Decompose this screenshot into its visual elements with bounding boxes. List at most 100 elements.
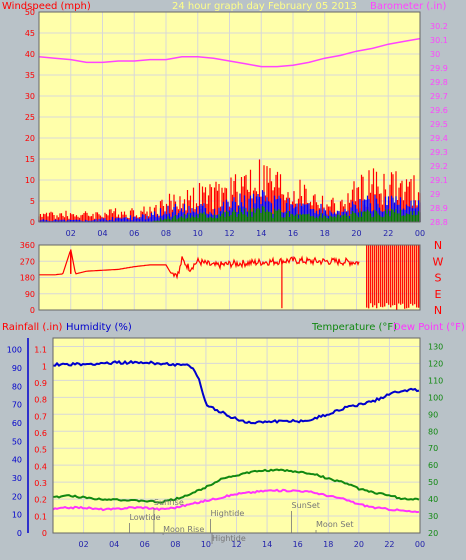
temp-ytick-label: 40 xyxy=(428,495,438,504)
wind-series xyxy=(38,37,421,222)
wind-xtick-label: 22 xyxy=(383,229,393,238)
temp-ytick-label: 120 xyxy=(428,359,443,368)
humidity-ytick-label: 100 xyxy=(7,346,22,355)
wind-plot-border xyxy=(38,11,421,223)
baro-ytick-label: 29.1 xyxy=(430,176,448,185)
wind-ytick-label: 40 xyxy=(25,50,35,59)
humidity-ytick-label: 60 xyxy=(12,419,22,428)
wind-ytick-label: 25 xyxy=(25,113,35,122)
direction-ytick-label: 360 xyxy=(20,241,35,250)
rain-ytick-label: 0.2 xyxy=(34,496,47,505)
direction-series xyxy=(39,245,420,310)
climate-xtick-label: 20 xyxy=(354,540,364,549)
barometer-ylabel: Barometer (.in) xyxy=(370,1,446,12)
humidity-ylabel: Humidity (%) xyxy=(66,322,132,333)
rain-ytick-label: 0.5 xyxy=(34,446,47,455)
direction-ytick-label: 270 xyxy=(20,257,35,266)
direction-ytick-label: 180 xyxy=(20,274,35,283)
climate-xtick-label: 12 xyxy=(231,540,241,549)
compass-label: S xyxy=(435,272,442,285)
direction-plot-border xyxy=(38,244,421,311)
wind-ytick-label: 15 xyxy=(25,155,35,164)
climate-xtick-label: 04 xyxy=(109,540,119,549)
baro-ytick-label: 28.8 xyxy=(430,218,448,227)
temp-ytick-label: 50 xyxy=(428,478,438,487)
annotation-label: SunSet xyxy=(292,501,320,510)
wind-ytick-label: 0 xyxy=(30,218,35,227)
climate-xtick-label: 18 xyxy=(323,540,333,549)
direction-variable-series xyxy=(366,245,420,310)
temp-ytick-label: 80 xyxy=(428,427,438,436)
rain-ytick-label: 1.1 xyxy=(34,346,47,355)
annotation-label: Moon Set xyxy=(316,520,353,529)
baro-ytick-label: 29.6 xyxy=(430,106,448,115)
temp-ytick-label: 130 xyxy=(428,342,443,351)
wind-xtick-label: 16 xyxy=(288,229,298,238)
rain-ytick-label: 1 xyxy=(42,362,47,371)
wind-xtick-label: 04 xyxy=(97,229,107,238)
climate-series xyxy=(52,359,420,514)
humidity-ytick-label: 80 xyxy=(12,382,22,391)
temp-ytick-label: 100 xyxy=(428,393,443,402)
baro-ytick-label: 29.5 xyxy=(430,120,448,129)
annotation-label: Moon Rise xyxy=(163,525,204,534)
climate-plot-border xyxy=(52,337,421,534)
wind-axes: 0 5 10 15 20 25 30 35 40 45 50 28.8 28.9 29 29.1 29.2 29… xyxy=(25,8,448,238)
humidity-ytick-label: 0 xyxy=(17,529,22,538)
dew_point-series xyxy=(52,488,420,514)
rainfall-ylabel: Rainfall (.in) xyxy=(2,322,63,333)
climate-xtick-label: 06 xyxy=(140,540,150,549)
temperature-ylabel: Temperature (°F) xyxy=(311,322,397,333)
baro-ytick-label: 29.7 xyxy=(430,92,448,101)
compass-label: E xyxy=(435,288,442,301)
rain-ytick-label: 0.3 xyxy=(34,479,47,488)
rain-ytick-label: 0.1 xyxy=(34,512,47,521)
baro-ytick-label: 29.9 xyxy=(430,64,448,73)
baro-ytick-label: 29.3 xyxy=(430,148,448,157)
baro-ytick-label: 29.2 xyxy=(430,162,448,171)
rain-ytick-label: 0.7 xyxy=(34,412,47,421)
humidity-ytick-label: 30 xyxy=(12,474,22,483)
wind-ytick-label: 5 xyxy=(30,197,35,206)
baro-ytick-label: 29 xyxy=(430,190,440,199)
humidity-ytick-label: 50 xyxy=(12,437,22,446)
wind-ytick-label: 30 xyxy=(25,92,35,101)
temp-ytick-label: 70 xyxy=(428,444,438,453)
chart-title: 24 hour graph day February 05 2013 xyxy=(172,1,357,12)
annotation-label: Sunrise xyxy=(154,498,184,507)
climate-axes: 2030405060708090100110120130010203040506… xyxy=(7,337,443,549)
humidity-ytick-label: 10 xyxy=(12,511,22,520)
wind-xtick-label: 12 xyxy=(224,229,234,238)
temperature-series xyxy=(52,468,420,504)
baro-ytick-label: 29.4 xyxy=(430,134,448,143)
wind-ytick-label: 35 xyxy=(25,71,35,80)
baro-ytick-label: 29.8 xyxy=(430,78,448,87)
wind-xtick-label: 20 xyxy=(351,229,361,238)
compass-label: N xyxy=(434,239,442,252)
direction-ytick-label: 0 xyxy=(30,306,35,315)
annotation-label: Lowtide xyxy=(129,513,160,522)
wind-xtick-label: 02 xyxy=(66,229,76,238)
wind-xtick-label: 10 xyxy=(193,229,203,238)
temp-ytick-label: 110 xyxy=(428,376,443,385)
humidity-ytick-label: 90 xyxy=(12,364,22,373)
rain-ytick-label: 0.9 xyxy=(34,379,47,388)
temp-ytick-label: 20 xyxy=(428,529,438,538)
wind-xtick-label: 18 xyxy=(320,229,330,238)
annotation-label: Hightide xyxy=(212,534,246,543)
wind-direction-series xyxy=(39,249,360,280)
climate-xtick-label: 22 xyxy=(384,540,394,549)
rain-ytick-label: 0 xyxy=(42,529,47,538)
barometer-series xyxy=(38,37,421,68)
direction-ytick-label: 90 xyxy=(25,290,35,299)
climate-xtick-label: 00 xyxy=(415,540,425,549)
wind-ytick-label: 45 xyxy=(25,29,35,38)
climate-xtick-label: 02 xyxy=(78,540,88,549)
wind-ylabel: Windspeed (mph) xyxy=(2,1,91,12)
wind-xtick-label: 14 xyxy=(256,229,266,238)
compass-label: N xyxy=(434,304,442,317)
baro-ytick-label: 28.9 xyxy=(430,204,448,213)
annotation-label: Hightide xyxy=(211,509,245,518)
